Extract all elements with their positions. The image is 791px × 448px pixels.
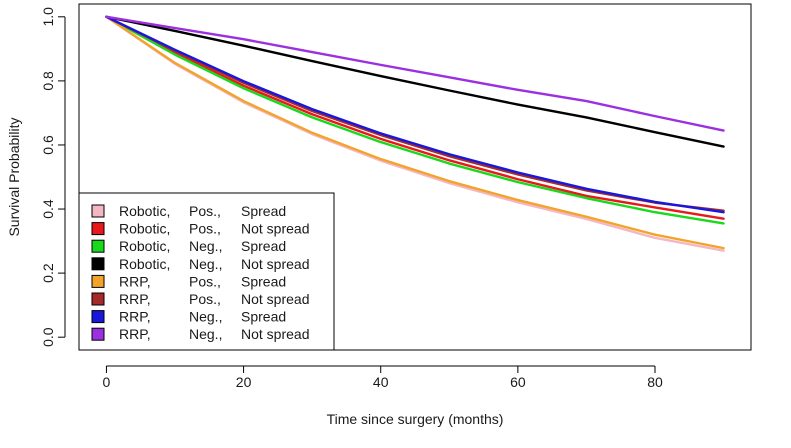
- legend-label-margin: Pos.,: [189, 291, 221, 307]
- x-tick-label: 0: [103, 374, 111, 390]
- series-line-7: [105, 15, 725, 214]
- legend-label-margin: Neg.,: [189, 238, 222, 254]
- legend-label-method: Robotic,: [119, 238, 170, 254]
- series-line-3: [105, 15, 725, 225]
- legend-label-spread: Spread: [241, 203, 286, 219]
- y-tick-label: 0.8: [40, 71, 56, 91]
- series-line-2: [105, 15, 725, 220]
- legend-label-margin: Pos.,: [189, 273, 221, 289]
- legend-label-margin: Pos.,: [189, 221, 221, 237]
- legend-label-margin: Pos.,: [189, 203, 221, 219]
- legend-label-method: Robotic,: [119, 221, 170, 237]
- series-line-8: [105, 15, 725, 132]
- legend-swatch: [91, 257, 105, 271]
- legend: Robotic, Pos., Spread Robotic, Pos., Not spre…: [78, 192, 335, 351]
- legend-label-margin: Neg.,: [189, 309, 222, 325]
- legend-swatch: [91, 292, 105, 306]
- legend-swatch: [91, 310, 105, 324]
- legend-swatch: [91, 204, 105, 218]
- legend-swatch: [91, 327, 105, 341]
- legend-label-method: RRP,: [119, 326, 151, 342]
- legend-label-method: RRP,: [119, 309, 151, 325]
- legend-box: [78, 192, 335, 351]
- legend-label-spread: Not spread: [241, 221, 309, 237]
- legend-label-spread: Spread: [241, 238, 286, 254]
- legend-label-method: Robotic,: [119, 203, 170, 219]
- legend-label-method: RRP,: [119, 273, 151, 289]
- y-tick-label: 0.0: [40, 327, 56, 347]
- legend-label-spread: Spread: [241, 273, 286, 289]
- y-axis-title: Survival Probability: [6, 117, 22, 236]
- y-tick-label: 0.6: [40, 135, 56, 155]
- series-line-4: [105, 15, 725, 148]
- legend-label-margin: Neg.,: [189, 326, 222, 342]
- legend-label-spread: Spread: [241, 309, 286, 325]
- series-layer: [105, 15, 725, 252]
- x-tick-label: 60: [510, 374, 526, 390]
- legend-swatch: [91, 239, 105, 253]
- x-tick-label: 40: [373, 374, 389, 390]
- x-tick-label: 20: [236, 374, 252, 390]
- legend-swatch: [91, 274, 105, 288]
- y-axis: 0.0 0.2 0.4 0.6 0.8 1.0: [40, 7, 66, 347]
- x-axis: 0 20 40 60 80: [103, 365, 663, 390]
- legend-label-method: RRP,: [119, 291, 151, 307]
- y-tick-label: 1.0: [40, 7, 56, 27]
- legend-label-spread: Not spread: [241, 326, 309, 342]
- x-axis-title: Time since surgery (months): [327, 411, 504, 427]
- series-line-5: [105, 15, 725, 250]
- legend-swatch: [91, 222, 105, 236]
- y-tick-label: 0.2: [40, 263, 56, 283]
- legend-label-spread: Not spread: [241, 256, 309, 272]
- legend-label-margin: Neg.,: [189, 256, 222, 272]
- legend-label-spread: Not spread: [241, 291, 309, 307]
- y-tick-label: 0.4: [40, 199, 56, 219]
- x-tick-label: 80: [647, 374, 663, 390]
- legend-label-method: Robotic,: [119, 256, 170, 272]
